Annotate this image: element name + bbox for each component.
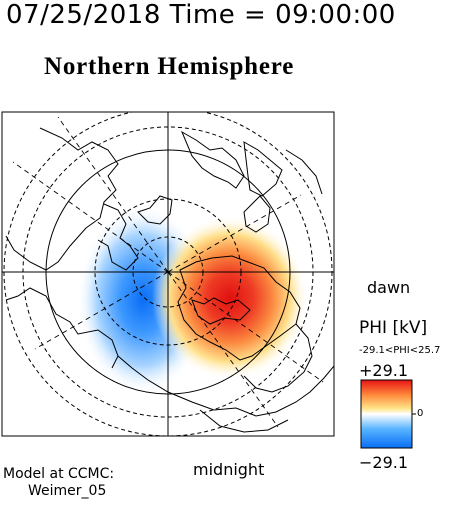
map-layers bbox=[2, 112, 334, 436]
time-header: 07/25/2018 Time = 09:00:00 bbox=[6, 0, 396, 30]
model-credit: Model at CCMC: bbox=[3, 466, 115, 482]
dawn-label: dawn bbox=[367, 278, 411, 297]
colorbar-zero-label: 0 bbox=[417, 408, 424, 419]
colorbar-min-label: −29.1 bbox=[359, 453, 409, 472]
colorbar bbox=[360, 379, 413, 449]
meridian-lines bbox=[12, 116, 324, 428]
colorbar-range: -29.1<PHI<25.7 bbox=[359, 345, 441, 356]
dawn-potential-cell bbox=[152, 216, 308, 380]
midnight-label: midnight bbox=[193, 460, 265, 479]
colorbar-title: PHI [kV] bbox=[359, 318, 428, 338]
colorbar-max-label: +29.1 bbox=[359, 361, 409, 380]
hemisphere-title: Northern Hemisphere bbox=[44, 53, 295, 80]
model-name: Weimer_05 bbox=[28, 483, 107, 499]
